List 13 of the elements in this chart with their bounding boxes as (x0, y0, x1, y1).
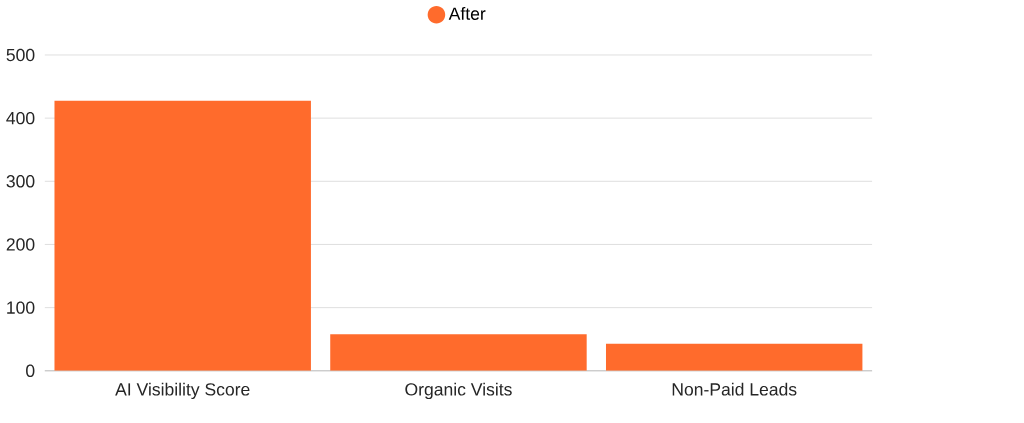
bar (605, 343, 863, 371)
y-tick-label: 100 (7, 301, 35, 314)
x-tick-label: Organic Visits (405, 382, 512, 399)
y-tick-label: 400 (6, 111, 35, 125)
y-tick-label: 200 (6, 238, 35, 251)
x-tick-label: Non-Paid Leads (672, 382, 797, 396)
y-tick-label: 0 (26, 364, 35, 377)
x-tick-label: AI Visibility Score (115, 382, 250, 399)
y-tick-label: 500 (6, 48, 35, 61)
bar (54, 100, 311, 371)
bar (330, 333, 587, 371)
legend-label: After (448, 6, 486, 20)
y-tick-label: 300 (6, 174, 35, 188)
